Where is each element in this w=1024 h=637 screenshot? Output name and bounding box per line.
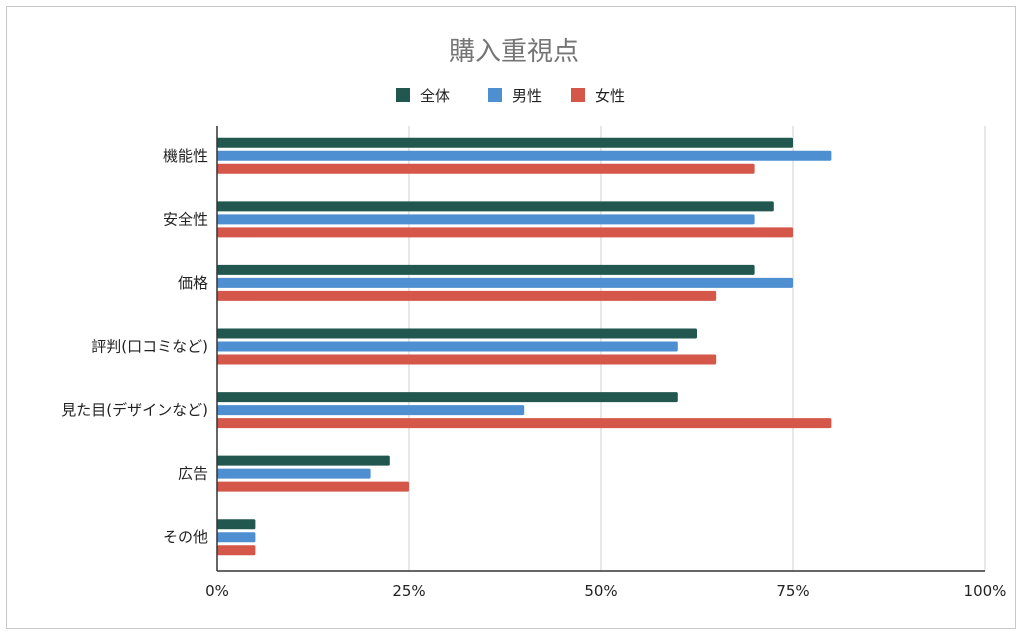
- category-label: 見た目(デザインなど): [61, 401, 208, 419]
- category-label: 安全性: [163, 210, 208, 228]
- category-label: 広告: [178, 465, 208, 483]
- bar-all: [217, 264, 755, 275]
- bar-female: [217, 545, 256, 556]
- bar-all: [217, 519, 256, 530]
- category-label: 機能性: [163, 147, 208, 165]
- legend-label: 女性: [595, 87, 625, 105]
- bar-male: [217, 468, 371, 479]
- x-tick-label: 75%: [776, 582, 809, 600]
- bar-female: [217, 163, 755, 174]
- bars: [217, 137, 832, 556]
- bar-female: [217, 481, 409, 492]
- bar-male: [217, 341, 678, 352]
- legend-label: 全体: [420, 87, 450, 105]
- x-tick-labels: 0% 25% 50% 75% 100%: [205, 582, 1006, 600]
- axes: [216, 126, 985, 572]
- category-label: その他: [163, 528, 208, 546]
- bar-male: [217, 532, 256, 543]
- bar-male: [217, 277, 793, 288]
- category-label: 評判(口コミなど): [91, 338, 208, 356]
- x-tick-label: 100%: [964, 582, 1007, 600]
- x-tick-label: 50%: [584, 582, 617, 600]
- x-tick-label: 25%: [392, 582, 425, 600]
- bar-all: [217, 328, 697, 339]
- legend-swatch: [571, 88, 585, 102]
- chart-frame: [6, 6, 1016, 629]
- bar-all: [217, 392, 678, 403]
- bar-all: [217, 455, 390, 466]
- bar-male: [217, 405, 525, 416]
- legend: 全体 男性 女性: [396, 87, 625, 105]
- bar-male: [217, 150, 832, 161]
- bar-female: [217, 227, 793, 238]
- legend-swatch: [488, 88, 502, 102]
- bar-all: [217, 137, 793, 148]
- bar-female: [217, 354, 717, 365]
- x-tick-label: 0%: [205, 582, 229, 600]
- category-label: 価格: [178, 274, 208, 292]
- legend-swatch: [396, 88, 410, 102]
- bar-male: [217, 214, 755, 225]
- bar-all: [217, 201, 774, 212]
- legend-label: 男性: [512, 87, 542, 105]
- chart-title: 購入重視点: [449, 37, 579, 67]
- bar-female: [217, 418, 832, 429]
- bar-female: [217, 290, 717, 301]
